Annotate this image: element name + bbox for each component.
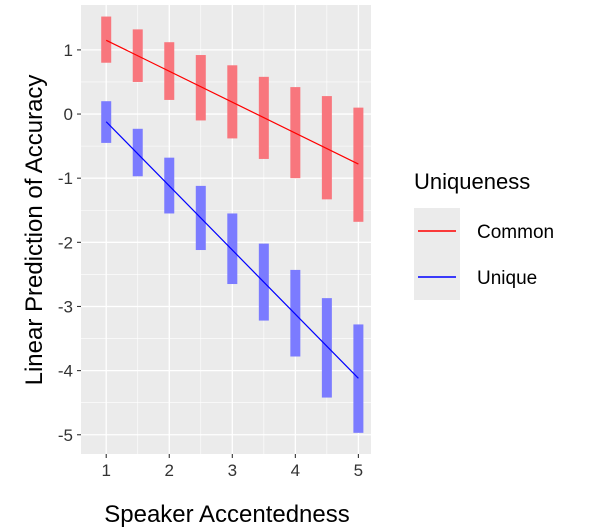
y-axis-title: Linear Prediction of Accuracy [21,75,48,386]
ci-bar-common [353,107,364,222]
ci-bar-unique [321,298,332,398]
y-tick-label: 1 [64,41,73,60]
y-tick-label: -5 [58,426,73,445]
ci-bar-unique [227,213,238,285]
y-tick-label: -2 [58,233,73,252]
x-tick-label: 3 [228,461,237,480]
x-tick-label: 4 [291,461,300,480]
ci-bar-common [195,55,206,121]
y-tick-label: -4 [58,362,73,381]
ci-bar-common [321,96,332,200]
legend-label-common: Common [477,222,554,243]
legend-label-unique: Unique [477,268,537,289]
y-axis: -5 -4 -3 -2 -1 0 1 [58,41,81,445]
x-tick-label: 5 [354,461,363,480]
ci-bar-common [101,16,112,63]
legend: Uniqueness Common Unique [414,169,554,300]
prediction-lines [105,39,359,379]
ci-bar-unique [132,128,143,177]
series-line-unique [105,121,359,379]
ci-bar-unique [353,324,364,433]
x-axis-title: Speaker Accentedness [104,501,350,528]
y-tick-label: 0 [64,105,73,124]
legend-title: Uniqueness [414,169,530,194]
y-tick-label: -1 [58,169,73,188]
ci-bar-unique [290,269,301,357]
series-line-common [105,39,359,165]
x-axis: 1 2 3 4 5 [101,454,363,480]
y-tick-label: -3 [58,297,73,316]
x-tick-label: 2 [165,461,174,480]
x-tick-label: 1 [101,461,110,480]
